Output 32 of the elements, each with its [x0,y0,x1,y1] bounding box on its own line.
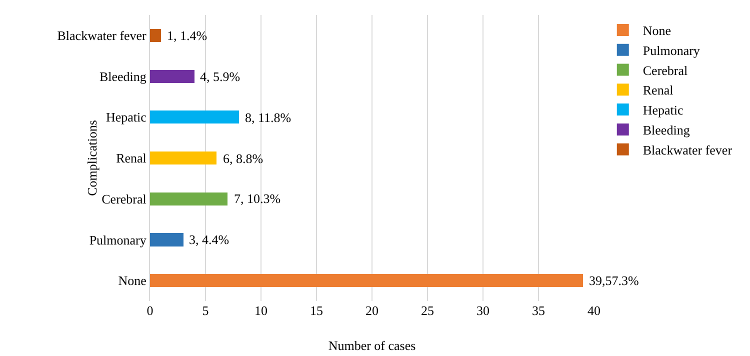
y-tick-label: Bleeding [99,68,147,84]
data-label: 8, 11.8% [245,110,292,125]
y-tick-label: None [118,273,147,288]
legend-label: Bleeding [642,122,690,138]
legend-label: Hepatic [642,102,684,118]
x-tick-label: 35 [532,303,545,318]
x-tick-label: 25 [421,303,434,318]
data-label: 3, 4.4% [189,232,230,247]
legend-label: Cerebral [642,62,688,78]
data-label: 1, 1.4% [167,28,208,43]
data-label: 7, 10.3% [234,191,281,206]
x-tick-label: 20 [366,303,378,318]
x-tick-label: 30 [476,303,490,318]
data-label: 6, 8.8% [223,151,264,166]
y-tick-label: Cerebral [102,191,147,206]
data-label: 39,57.3% [589,273,639,288]
legend-label: Pulmonary [642,42,700,58]
x-tick-label: 5 [202,303,209,318]
y-axis-title: Complications [84,120,100,196]
legend-label: Blackwater fever [642,142,733,158]
y-tick-label: Hepatic [106,110,147,125]
legend-label: None [642,23,672,38]
y-tick-label: Renal [116,150,147,166]
x-tick-label: 40 [588,303,600,318]
y-tick-label: Pulmonary [89,232,147,248]
x-tick-label: 10 [254,303,268,318]
x-tick-label: 0 [146,303,154,318]
legend-label: Renal [642,82,674,98]
y-tick-label: Blackwater fever [57,28,148,43]
x-axis-title: Number of cases [328,338,416,353]
x-tick-label: 15 [310,303,323,318]
data-label: 4, 5.9% [200,69,240,84]
